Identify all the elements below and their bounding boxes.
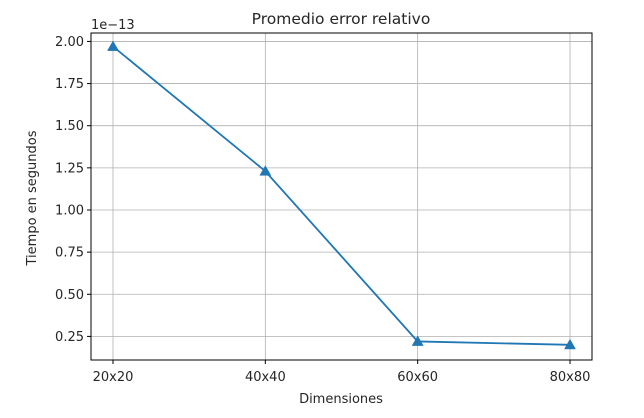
y-offset-label: 1e−13 (91, 18, 135, 33)
x-axis-label: Dimensiones (299, 392, 383, 407)
x-tick-label: 80x80 (550, 370, 591, 385)
y-tick-label: 1.00 (55, 203, 84, 218)
y-tick-label: 1.50 (55, 119, 84, 134)
x-tick-label: 20x20 (93, 370, 134, 385)
y-tick-label: 1.25 (55, 161, 84, 176)
y-tick-label: 0.25 (55, 330, 84, 345)
y-tick-label: 0.50 (55, 288, 84, 303)
chart-title: Promedio error relativo (252, 10, 431, 28)
y-axis-label: Tiempo en segundos (25, 130, 40, 266)
data-point-marker (259, 165, 272, 176)
y-tick-label: 2.00 (55, 35, 84, 50)
y-tick-label: 1.75 (55, 77, 84, 92)
data-point-marker (564, 338, 576, 350)
x-tick-label: 40x40 (245, 370, 286, 385)
data-point-marker (411, 335, 424, 346)
axis-ticks: 20x20 40x40 60x60 80x80 0.25 0.50 0.75 1.00 1.25… (55, 35, 590, 385)
series-line (107, 40, 576, 350)
series-polyline (112, 45, 571, 346)
data-point-marker (107, 40, 119, 51)
x-tick-label: 60x60 (397, 370, 438, 385)
grid (91, 33, 592, 360)
plot-frame (90, 32, 593, 361)
y-tick-label: 0.75 (55, 246, 84, 261)
